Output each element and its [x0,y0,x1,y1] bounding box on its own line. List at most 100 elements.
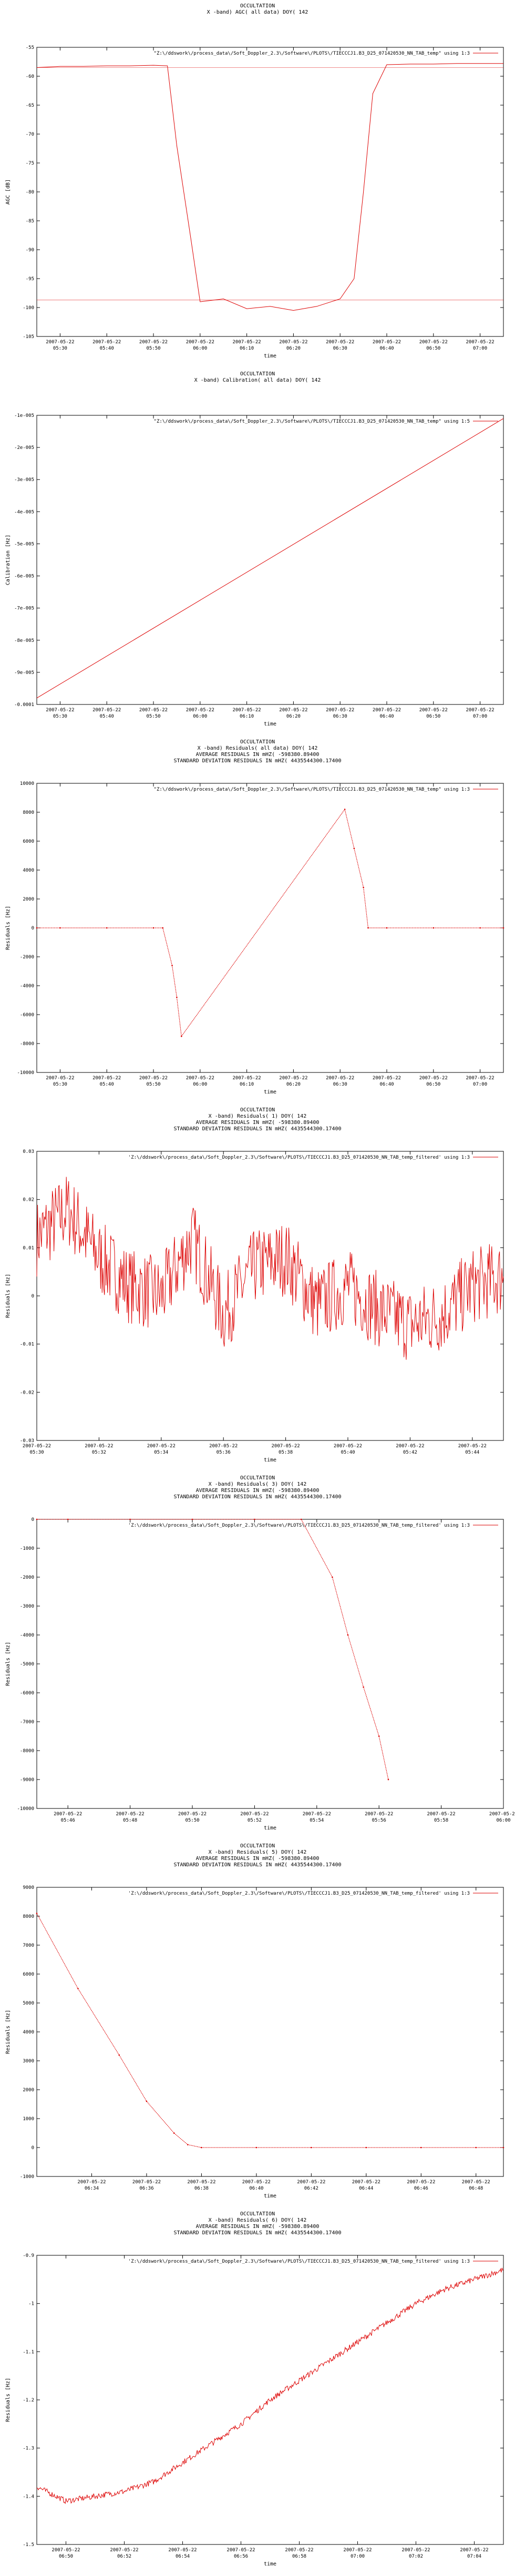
data-point [387,1778,389,1781]
x-tick-date: 2007-05-22 [233,1076,261,1081]
x-tick-date: 2007-05-22 [427,1812,456,1817]
y-tick-label: -6e-005 [14,574,34,579]
y-tick-label: -100 [23,305,34,311]
y-tick-label: 4000 [23,868,34,873]
y-tick-label: -0.03 [20,1438,34,1444]
data-point [59,927,61,929]
y-tick-label: -1.5 [23,2542,34,2548]
x-axis-label: time [264,1825,276,1831]
data-point [176,996,178,998]
y-tick-label: -10000 [17,1070,34,1076]
data-point [479,927,481,929]
x-tick-date: 2007-05-22 [326,340,354,345]
chart-title-line: AVERAGE RESIDUALS IN mHZ( -598380.89400 [196,1488,320,1494]
chart-title-line: X -band) Residuals( 3) DOY( 142 [209,1481,307,1487]
x-tick-label: 05:58 [434,1818,448,1823]
y-tick-label: 0 [32,2145,34,2151]
x-tick-label: 06:30 [333,714,347,719]
x-tick-date: 2007-05-22 [186,708,214,713]
y-tick-label: -3000 [20,1604,34,1609]
y-tick-label: -8e-005 [14,638,34,643]
x-tick-label: 06:54 [176,2554,190,2559]
x-tick-label: 05:46 [61,1818,75,1823]
data-point [36,1518,38,1520]
x-tick-label: 06:40 [379,714,394,719]
x-tick-label: 05:48 [123,1818,137,1823]
x-tick-label: 05:30 [29,1450,44,1455]
x-tick-date: 2007-05-22 [92,340,121,345]
x-tick-date: 2007-05-22 [139,708,168,713]
y-axis-label: AGC [dB] [5,179,11,205]
series-segment [332,1577,348,1635]
x-tick-label: 05:30 [53,346,67,351]
chart-title-line: AVERAGE RESIDUALS IN mHZ( -598380.89400 [196,1120,320,1126]
y-tick-label: -1000 [20,1546,34,1551]
chart-title-line: OCCULTATION [240,2211,275,2217]
y-tick-label: -2000 [20,1575,34,1580]
y-tick-label: 4000 [23,2030,34,2035]
data-point [255,2146,258,2149]
chart-title-line: X -band) Residuals( 6) DOY( 142 [209,2217,307,2223]
y-tick-label: -75 [26,161,34,166]
x-tick-label: 06:10 [240,1082,254,1087]
series-line [36,63,503,311]
y-tick-label: -0.0001 [14,702,34,708]
x-tick-date: 2007-05-22 [343,2548,372,2553]
y-tick-label: -7000 [20,1720,34,1725]
data-point [344,809,346,810]
data-point [146,2100,148,2102]
x-tick-date: 2007-05-22 [462,2180,490,2185]
x-tick-date: 2007-05-22 [373,708,401,713]
y-tick-label: 8000 [23,1914,34,1919]
chart-title-line: AVERAGE RESIDUALS IN mHZ( -598380.89400 [196,2224,320,2230]
x-tick-date: 2007-05-22 [326,708,354,713]
y-tick-label: 6000 [23,839,34,844]
x-tick-date: 2007-05-22 [52,2548,80,2553]
x-tick-label: 05:40 [100,714,114,719]
x-tick-label: 05:56 [372,1818,386,1823]
x-tick-label: 06:00 [193,346,207,351]
x-tick-label: 05:40 [341,1450,355,1455]
y-tick-label: 0 [32,1294,34,1299]
data-point [311,2146,312,2149]
x-tick-label: 06:44 [359,2186,373,2191]
y-tick-label: -10000 [17,1806,34,1812]
plot-frame [36,2255,504,2545]
y-tick-label: 1000 [23,2117,34,2122]
x-tick-label: 05:42 [403,1450,417,1455]
chart-title-line: OCCULTATION [240,371,275,377]
chart-title-line: OCCULTATION [240,1843,275,1849]
x-tick-date: 2007-05-22 [279,340,307,345]
x-tick-label: 06:52 [117,2554,131,2559]
x-tick-date: 2007-05-22 [139,340,168,345]
series-segment [363,887,368,928]
chart-title-line: STANDARD DEVIATION RESIDUALS IN mHZ( 443… [173,1126,341,1132]
y-tick-label: -1000 [20,2174,34,2180]
y-tick-label: -0.02 [20,1390,34,1395]
x-tick-date: 2007-05-22 [365,1812,393,1817]
x-tick-label: 06:10 [240,346,254,351]
x-tick-date: 2007-05-22 [139,1076,168,1081]
y-tick-label: -8000 [20,1749,34,1754]
data-point [180,1035,182,1037]
series-segment [77,1988,120,2056]
data-point [173,2132,175,2134]
y-tick-label: -90 [26,248,34,253]
legend-label: "Z:\/ddswork\/process_data\/Soft_Doppler… [154,787,470,792]
x-tick-label: 06:10 [240,714,254,719]
x-tick-date: 2007-05-22 [46,340,74,345]
x-tick-label: 05:44 [465,1450,479,1455]
x-axis-label: time [264,721,276,727]
data-point [332,1576,333,1578]
x-tick-date: 2007-05-22 [233,340,261,345]
y-tick-label: 6000 [23,1972,34,1977]
y-tick-label: -7e-005 [14,606,34,611]
series-line [36,418,504,699]
x-tick-label: 06:34 [85,2186,99,2191]
data-point [475,2146,477,2149]
legend-label: 'Z:\/ddswork\/process_data\/Soft_Doppler… [128,1155,470,1160]
